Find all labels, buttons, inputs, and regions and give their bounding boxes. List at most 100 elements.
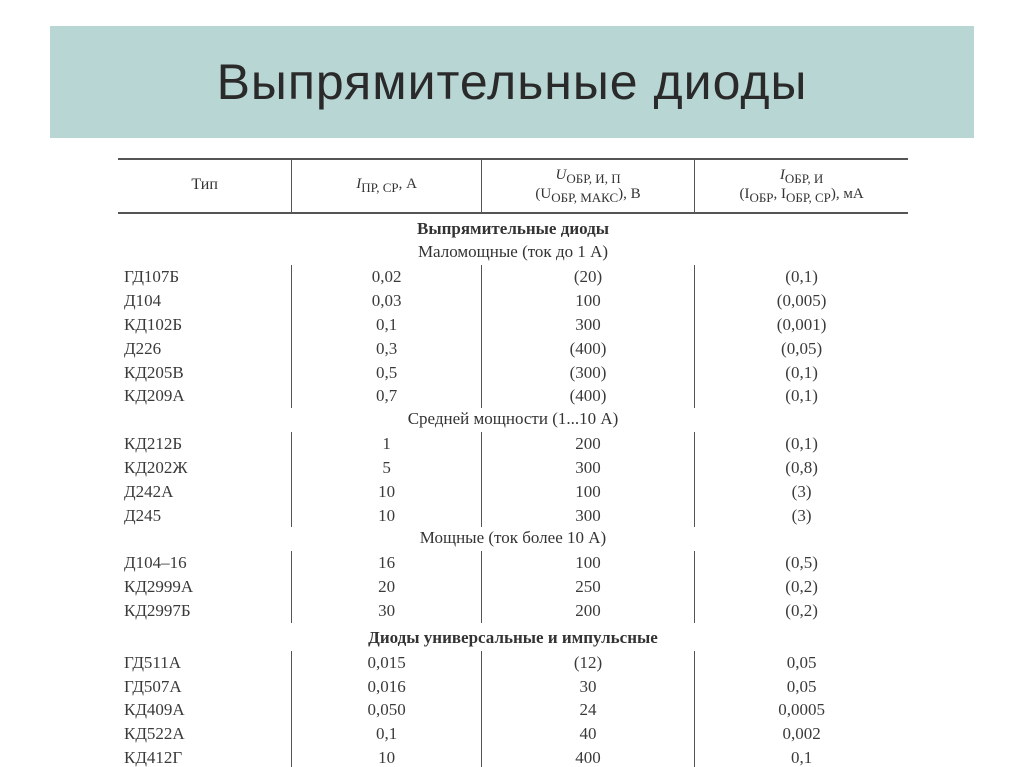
- section-subtitle: Мощные (ток более 10 А): [118, 527, 908, 551]
- table-row: КД205В0,5(300)(0,1): [118, 361, 908, 385]
- table-container: Тип IПР, СР, А UОБР, И, П (UОБР, МАКС), …: [118, 158, 908, 767]
- cell-type: ГД507А: [118, 675, 292, 699]
- table-row: КД409А0,050240,0005: [118, 698, 908, 722]
- cell-type: КД205В: [118, 361, 292, 385]
- cell-ipr: 10: [292, 504, 482, 528]
- table-row: КД412Г104000,1: [118, 746, 908, 767]
- cell-ipr: 0,050: [292, 698, 482, 722]
- cell-iobr: 0,002: [695, 722, 908, 746]
- cell-uobr: (400): [481, 384, 694, 408]
- section-subheader: Средней мощности (1...10 А): [118, 408, 908, 432]
- slide: Выпрямительные диоды Тип IПР, СР, А UОБР…: [0, 0, 1024, 767]
- cell-type: КД522А: [118, 722, 292, 746]
- cell-iobr: (0,2): [695, 599, 908, 623]
- cell-type: КД2997Б: [118, 599, 292, 623]
- table-row: Д104–1616100(0,5): [118, 551, 908, 575]
- cell-ipr: 30: [292, 599, 482, 623]
- cell-ipr: 0,1: [292, 722, 482, 746]
- cell-type: КД212Б: [118, 432, 292, 456]
- table-row: Д1040,03100(0,005): [118, 289, 908, 313]
- cell-type: Д242А: [118, 480, 292, 504]
- cell-iobr: 0,05: [695, 651, 908, 675]
- table-body: Выпрямительные диодыМаломощные (ток до 1…: [118, 213, 908, 767]
- cell-type: Д226: [118, 337, 292, 361]
- cell-iobr: (0,5): [695, 551, 908, 575]
- cell-uobr: 300: [481, 313, 694, 337]
- cell-iobr: 0,05: [695, 675, 908, 699]
- section-header: Выпрямительные диоды: [118, 213, 908, 242]
- cell-uobr: 200: [481, 432, 694, 456]
- cell-iobr: (0,1): [695, 384, 908, 408]
- cell-type: КД102Б: [118, 313, 292, 337]
- cell-uobr: 250: [481, 575, 694, 599]
- diodes-table: Тип IПР, СР, А UОБР, И, П (UОБР, МАКС), …: [118, 158, 908, 767]
- cell-type: Д104: [118, 289, 292, 313]
- cell-type: ГД511А: [118, 651, 292, 675]
- table-row: ГД107Б0,02(20)(0,1): [118, 265, 908, 289]
- cell-ipr: 16: [292, 551, 482, 575]
- section-header: Диоды универсальные и импульсные: [118, 623, 908, 651]
- cell-uobr: 100: [481, 551, 694, 575]
- cell-type: КД409А: [118, 698, 292, 722]
- cell-type: Д245: [118, 504, 292, 528]
- cell-ipr: 0,016: [292, 675, 482, 699]
- col-header-ipr: IПР, СР, А: [292, 159, 482, 213]
- table-row: КД209А0,7(400)(0,1): [118, 384, 908, 408]
- cell-iobr: (0,05): [695, 337, 908, 361]
- cell-ipr: 0,015: [292, 651, 482, 675]
- cell-ipr: 0,5: [292, 361, 482, 385]
- table-row: КД212Б1200(0,1): [118, 432, 908, 456]
- cell-uobr: (300): [481, 361, 694, 385]
- cell-ipr: 0,02: [292, 265, 482, 289]
- cell-ipr: 0,03: [292, 289, 482, 313]
- table-row: КД102Б0,1300(0,001): [118, 313, 908, 337]
- cell-uobr: 30: [481, 675, 694, 699]
- cell-type: КД2999А: [118, 575, 292, 599]
- col-header-type: Тип: [118, 159, 292, 213]
- table-row: ГД507А0,016300,05: [118, 675, 908, 699]
- cell-ipr: 0,1: [292, 313, 482, 337]
- section-subheader: Маломощные (ток до 1 А): [118, 241, 908, 265]
- table-row: Д24510300(3): [118, 504, 908, 528]
- cell-ipr: 10: [292, 746, 482, 767]
- section-title: Диоды универсальные и импульсные: [118, 623, 908, 651]
- cell-iobr: (0,8): [695, 456, 908, 480]
- cell-iobr: (0,1): [695, 265, 908, 289]
- table-row: КД2999А20250(0,2): [118, 575, 908, 599]
- cell-uobr: 200: [481, 599, 694, 623]
- cell-iobr: (3): [695, 504, 908, 528]
- col-header-uobr: UОБР, И, П (UОБР, МАКС), В: [481, 159, 694, 213]
- cell-uobr: 24: [481, 698, 694, 722]
- table-row: КД522А0,1400,002: [118, 722, 908, 746]
- cell-iobr: (0,2): [695, 575, 908, 599]
- cell-uobr: 300: [481, 456, 694, 480]
- cell-type: КД202Ж: [118, 456, 292, 480]
- cell-uobr: (400): [481, 337, 694, 361]
- cell-ipr: 10: [292, 480, 482, 504]
- cell-type: ГД107Б: [118, 265, 292, 289]
- table-row: КД202Ж5300(0,8): [118, 456, 908, 480]
- table-row: ГД511А0,015(12)0,05: [118, 651, 908, 675]
- cell-uobr: 100: [481, 480, 694, 504]
- cell-ipr: 20: [292, 575, 482, 599]
- cell-ipr: 0,3: [292, 337, 482, 361]
- section-subtitle: Маломощные (ток до 1 А): [118, 241, 908, 265]
- cell-ipr: 5: [292, 456, 482, 480]
- cell-uobr: (20): [481, 265, 694, 289]
- cell-iobr: (0,001): [695, 313, 908, 337]
- table-header: Тип IПР, СР, А UОБР, И, П (UОБР, МАКС), …: [118, 159, 908, 213]
- section-subheader: Мощные (ток более 10 А): [118, 527, 908, 551]
- cell-iobr: 0,1: [695, 746, 908, 767]
- cell-iobr: (3): [695, 480, 908, 504]
- cell-iobr: 0,0005: [695, 698, 908, 722]
- cell-ipr: 1: [292, 432, 482, 456]
- cell-ipr: 0,7: [292, 384, 482, 408]
- cell-iobr: (0,005): [695, 289, 908, 313]
- cell-iobr: (0,1): [695, 361, 908, 385]
- table-row: КД2997Б30200(0,2): [118, 599, 908, 623]
- table-row: Д242А10100(3): [118, 480, 908, 504]
- cell-uobr: 400: [481, 746, 694, 767]
- cell-type: КД412Г: [118, 746, 292, 767]
- cell-uobr: 100: [481, 289, 694, 313]
- col-header-iobr: IОБР, И (IОБР, IОБР, СР), мА: [695, 159, 908, 213]
